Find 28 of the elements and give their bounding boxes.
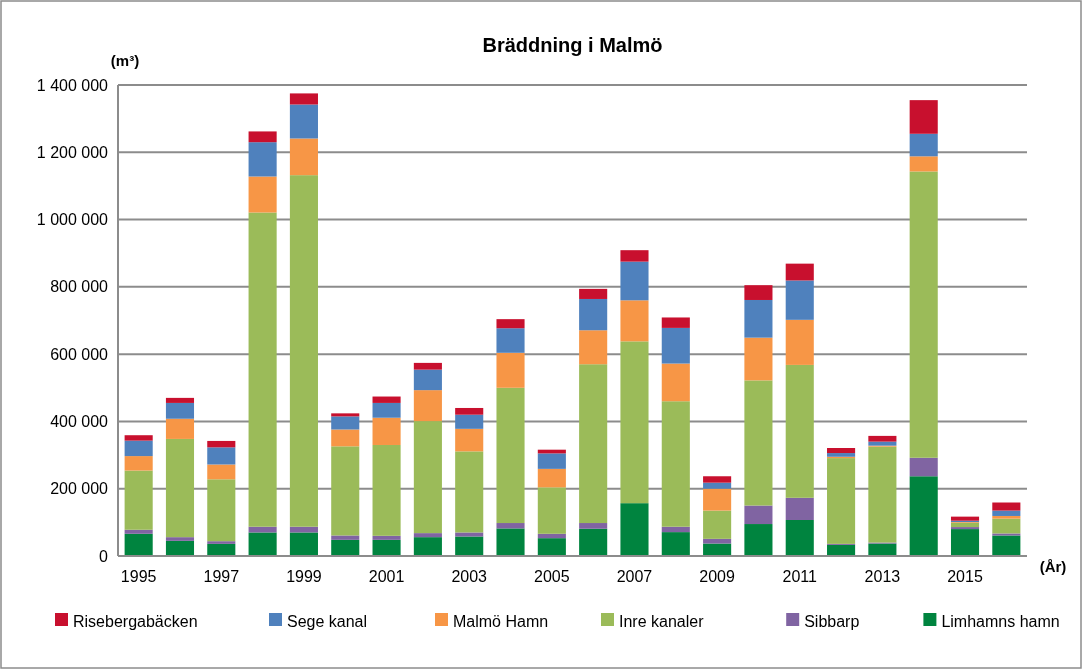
- y-tick-label: 600 000: [50, 345, 109, 363]
- x-tick-label: 2007: [616, 568, 653, 585]
- legend-label: Inre kanaler: [619, 612, 705, 630]
- y-axis-title: (m³): [110, 52, 140, 69]
- x-tick-label: 1997: [203, 568, 240, 585]
- legend-label: Sege kanal: [287, 612, 368, 630]
- x-tick-label: 2013: [864, 568, 901, 585]
- y-tick-label: 1 400 000: [36, 76, 109, 94]
- x-tick-label: 2005: [534, 568, 570, 585]
- x-tick-label: 1999: [286, 568, 322, 585]
- x-tick-label: 2015: [947, 568, 983, 585]
- x-tick-label: 2011: [782, 568, 818, 585]
- x-tick-label: 2009: [699, 568, 736, 585]
- legend-label: Sibbarp: [804, 612, 860, 630]
- legend-label: Malmö Hamn: [453, 612, 549, 630]
- x-axis-title: (År): [1039, 558, 1067, 575]
- y-tick-label: 200 000: [50, 480, 109, 498]
- y-tick-label: 1 200 000: [36, 143, 109, 161]
- x-tick-label: 1995: [120, 568, 157, 585]
- chart-title: Bräddning i Malmö: [482, 34, 663, 56]
- y-tick-label: 0: [99, 547, 109, 565]
- y-tick-label: 1 000 000: [36, 211, 109, 229]
- legend-label: Limhamns hamn: [941, 612, 1060, 630]
- x-tick-label: 2001: [368, 568, 405, 585]
- y-tick-label: 400 000: [50, 413, 109, 431]
- y-tick-label: 800 000: [50, 278, 109, 296]
- x-tick-label: 2003: [451, 568, 488, 585]
- legend-label: Risebergabäcken: [73, 612, 198, 630]
